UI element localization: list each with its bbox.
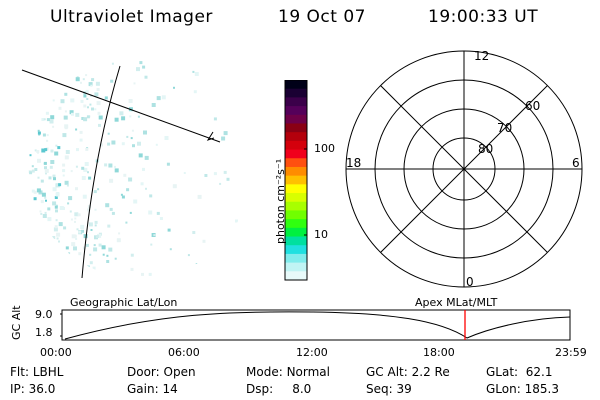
alt-tick-9: 9.0 <box>35 308 53 321</box>
colorbar-tick-10: 10 <box>314 228 328 241</box>
apex-mlat-mlt-label: Apex MLat/MLT <box>415 296 498 309</box>
colorbar-tick-100: 100 <box>314 142 335 155</box>
colorbar-swatch <box>285 80 307 90</box>
seq-readout: Seq: 39 <box>366 382 412 396</box>
colorbar-swatch <box>285 210 307 220</box>
polar-mlat-mlt-plot: 80 70 60 12 18 6 0 <box>345 49 583 289</box>
mode-readout: Mode: Normal <box>246 365 330 379</box>
glat-readout: GLat: 62.1 <box>486 365 553 379</box>
colorbar-swatch <box>285 97 307 107</box>
latitude-line-tick <box>206 131 215 141</box>
alt-tick-1-8: 1.8 <box>35 326 53 339</box>
gc-alt-readout: GC Alt: 2.2 Re <box>366 365 450 379</box>
latitude-line <box>21 69 221 143</box>
colorbar-swatch <box>285 123 307 133</box>
dsp-readout: Dsp: 8.0 <box>246 382 312 396</box>
time-tick-1200: 12:00 <box>296 346 328 359</box>
time-tick-0600: 06:00 <box>168 346 200 359</box>
colorbar-swatch <box>285 262 307 272</box>
colorbar-swatch <box>285 227 307 238</box>
colorbar-swatch <box>285 245 307 255</box>
colorbar-swatch <box>285 184 307 194</box>
colorbar-swatch <box>285 236 307 246</box>
time-tick-2359: 23:59 <box>555 346 587 359</box>
colorbar-swatch <box>285 193 307 203</box>
mlt-label-6: 6 <box>572 156 580 170</box>
colorbar-swatch <box>285 88 307 98</box>
orbit-altitude-timeline <box>60 309 571 341</box>
altitude-curve <box>64 311 571 340</box>
colorbar-swatch <box>285 175 307 185</box>
colorbar-swatch <box>285 271 307 281</box>
colorbar-swatch <box>285 158 307 168</box>
observation-time: 19:00:33 UT <box>428 7 539 27</box>
glon-readout: GLon: 185.3 <box>486 382 559 396</box>
colorbar-swatch <box>285 106 307 116</box>
mlt-label-18: 18 <box>346 156 361 170</box>
colorbar-swatch <box>285 219 307 229</box>
mlt-label-0: 0 <box>466 275 474 289</box>
geographic-latlon-label: Geographic Lat/Lon <box>70 296 178 309</box>
colorbar-swatch <box>285 253 307 264</box>
diagonal-2 <box>380 85 548 253</box>
observation-date: 19 Oct 07 <box>278 7 366 27</box>
mlt-label-12: 12 <box>474 49 489 63</box>
instrument-title: Ultraviolet Imager <box>50 7 213 27</box>
colorbar-swatch <box>285 201 307 212</box>
gain-readout: Gain: 14 <box>127 382 178 396</box>
colorbar-swatch <box>285 132 307 142</box>
time-tick-1800: 18:00 <box>423 346 455 359</box>
longitude-line <box>81 65 121 279</box>
door-readout: Door: Open <box>127 365 196 379</box>
colorbar-swatch <box>285 149 307 159</box>
ring-label-80: 80 <box>478 142 493 156</box>
ring-label-70: 70 <box>497 121 512 135</box>
geographic-image-panel <box>21 61 238 279</box>
filter-readout: Flt: LBHL <box>10 365 64 379</box>
ring-label-60: 60 <box>525 99 540 113</box>
colorbar-swatch <box>285 140 307 151</box>
time-tick-0000: 00:00 <box>40 346 72 359</box>
colorbar-unit-label: photon cm⁻²s⁻¹ <box>274 158 287 244</box>
uv-emission-speckles <box>28 61 238 276</box>
colorbar-swatch <box>285 114 307 125</box>
colorbar-swatch <box>285 166 307 177</box>
gc-alt-axis-title: GC Alt <box>10 305 23 340</box>
color-scale-bar <box>284 80 308 281</box>
ip-readout: IP: 36.0 <box>10 382 56 396</box>
